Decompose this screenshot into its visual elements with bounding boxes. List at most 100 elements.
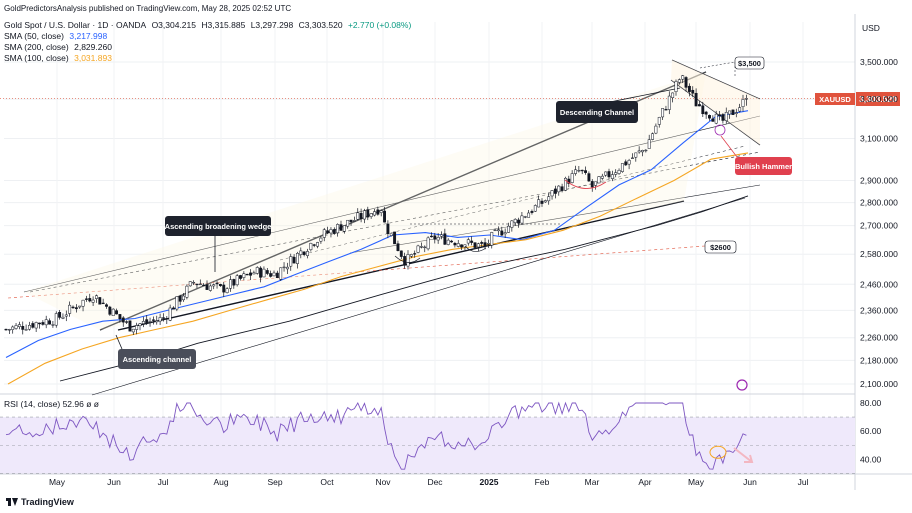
candle [135, 322, 139, 335]
candle [342, 225, 346, 234]
candle-body [523, 216, 527, 218]
candle [460, 244, 464, 251]
candle-body [741, 99, 745, 107]
candle [393, 231, 397, 245]
candle [580, 169, 584, 175]
candle-body [614, 172, 618, 175]
candle-body [724, 112, 728, 122]
candle [7, 328, 11, 334]
candle [175, 296, 179, 312]
candle [205, 280, 209, 290]
candle-body [269, 273, 273, 277]
candle [74, 304, 78, 313]
candle [61, 313, 65, 320]
candle-body [507, 225, 510, 233]
candle-body [570, 173, 574, 183]
candle-body [14, 325, 18, 329]
candle-body [466, 239, 470, 244]
candle [296, 251, 299, 269]
candle [178, 294, 182, 306]
change-value: +2.770 (+0.08%) [347, 20, 412, 30]
candle-body [289, 256, 293, 267]
candle-body [704, 111, 708, 115]
rsi-legend[interactable]: RSI (14, close) 52.96 ø ø [4, 399, 99, 409]
candle [145, 315, 149, 325]
candle-body [81, 299, 85, 307]
candle-body [279, 267, 283, 280]
rsi-divergence-circle [709, 445, 727, 459]
candle [453, 241, 457, 248]
candle-body [687, 85, 691, 92]
candle [21, 321, 25, 335]
level-3500-label-box [734, 56, 765, 70]
indicator-sma200[interactable]: SMA (200, close) 2,829.260 [4, 42, 115, 53]
candle [436, 233, 440, 244]
candle [426, 236, 430, 251]
symbol-row[interactable]: Gold Spot / U.S. Dollar · 1D · OANDA O3,… [4, 20, 414, 31]
rsi-tick-label: 60.00 [860, 426, 882, 436]
candle [607, 168, 611, 180]
candle-body [175, 296, 179, 310]
publisher-line: GoldPredictorsAnalysis published on Trad… [4, 4, 292, 13]
candle [366, 206, 370, 221]
candle [255, 266, 259, 275]
candle-body [443, 233, 447, 245]
candle-body [376, 209, 380, 215]
ohlc-high: H3,315.885 [201, 20, 246, 30]
candle-body [202, 284, 206, 287]
indicator-sma100[interactable]: SMA (100, close) 3,031.893 [4, 53, 115, 64]
candle [275, 270, 279, 278]
indicator-sma50[interactable]: SMA (50, close) 3,217.998 [4, 31, 110, 42]
candle-body [590, 181, 594, 188]
candle [81, 299, 85, 312]
event-icon [736, 379, 748, 391]
symbol-name[interactable]: Gold Spot / U.S. Dollar · 1D · OANDA [4, 20, 147, 30]
candle-body [460, 244, 464, 248]
candle-body [627, 160, 631, 165]
candle [698, 101, 701, 107]
candle [476, 242, 480, 251]
candle [239, 274, 242, 281]
rounding-arc [464, 245, 487, 252]
candle-body [510, 220, 514, 228]
candle [306, 248, 309, 259]
time-tick-label: Oct [320, 477, 334, 487]
candle [564, 176, 567, 192]
trend-lines [0, 59, 855, 396]
candle-body [222, 284, 226, 293]
candle [430, 232, 433, 238]
candle-body [744, 98, 748, 100]
candle-body [339, 224, 343, 231]
candle-body [359, 212, 363, 219]
candle [225, 287, 229, 294]
candle-body [610, 174, 614, 179]
tradingview-logo[interactable]: TradingView [6, 497, 74, 507]
price-tick-label: 2,800.000 [860, 198, 898, 208]
candle [369, 213, 373, 219]
descending-channel-callout-box [556, 101, 638, 123]
candle [634, 152, 638, 162]
candle [229, 275, 232, 292]
candle-body [64, 314, 68, 317]
candle-body [416, 245, 420, 253]
candle [212, 283, 216, 290]
candle [148, 317, 152, 327]
candle [48, 318, 51, 325]
candle-body [34, 322, 38, 329]
candle-body [728, 110, 732, 115]
candle [349, 219, 353, 226]
candle-body [617, 170, 621, 174]
candle-body [637, 150, 641, 153]
candle [265, 268, 269, 276]
candle [731, 109, 735, 115]
candle [259, 266, 263, 283]
ma-line-sma50 [5, 110, 749, 358]
candle [151, 316, 155, 325]
candle-body [667, 95, 671, 110]
candle [158, 313, 162, 326]
ohlc-open: O3,304.215 [151, 20, 196, 30]
level-3500-label-text: $3,500 [738, 59, 761, 68]
annotations: Descending Channel Ascending broadening w… [115, 56, 900, 391]
currency-label[interactable]: USD [862, 23, 880, 33]
